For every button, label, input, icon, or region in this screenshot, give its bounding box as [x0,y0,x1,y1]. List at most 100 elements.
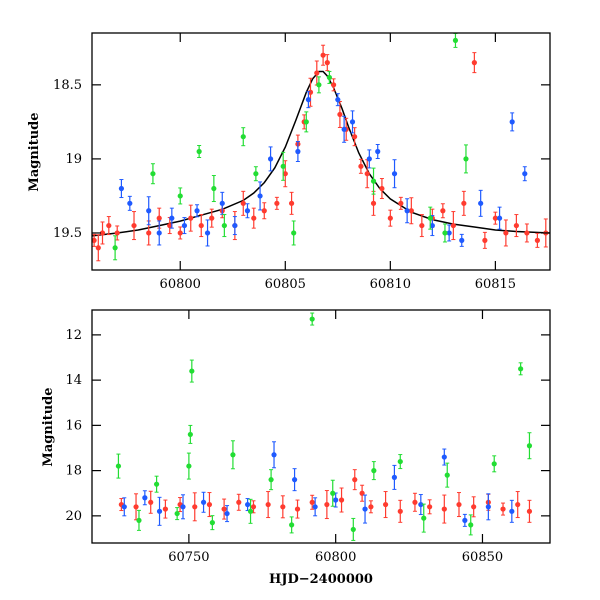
top-data-point [303,119,309,125]
top-data-point [364,171,370,177]
top-series-1 [118,91,528,247]
bottom-data-point [471,504,477,510]
top-data-point [181,222,188,229]
bottom-data-point [418,501,424,508]
bottom-data-point [350,526,356,533]
bottom-x-tick-label: 60800 [315,550,356,565]
bottom-axis-ticks: 60750 60800 60850 12 14 16 18 20 [65,310,550,565]
top-data-point [99,230,106,236]
top-series-0 [92,44,549,262]
bottom-data-point [121,504,127,510]
bottom-data-point [456,501,462,508]
top-data-point [177,230,183,236]
bottom-data-point [515,501,521,508]
bottom-data-point [268,477,274,483]
top-data-point [461,200,467,206]
top-data-point [156,230,162,236]
bottom-ylabel: Magnitude [41,387,56,466]
top-data-point [404,208,410,214]
top-data-point [307,89,314,95]
top-data-point [240,134,246,140]
bottom-series-1 [121,441,515,527]
top-plot-area [92,33,550,262]
top-data-point [305,97,311,103]
bottom-data-point [189,368,195,374]
top-data-point [240,200,246,206]
top-y-tick-label: 19 [65,152,82,167]
bottom-panel: 60750 60800 60850 12 14 16 18 20 Magnitude HJD−… [41,309,551,587]
top-data-point [352,134,358,140]
top-data-point [427,215,433,221]
bottom-data-point [136,517,142,523]
top-data-point [429,222,435,229]
top-data-point [450,222,456,229]
bottom-data-point [421,515,427,521]
bottom-data-point [509,508,515,514]
top-data-point [204,230,211,236]
top-data-point [95,245,101,251]
top-data-point [261,208,267,214]
top-plot-frame [91,32,551,271]
bottom-data-point [397,508,403,514]
bottom-data-point [324,501,330,508]
top-x-tick-label: 60815 [475,277,516,292]
bottom-data-point [362,506,368,512]
top-x-tick-label: 60800 [160,277,201,292]
bottom-data-point [187,431,193,438]
top-data-point [478,200,484,206]
top-data-point [366,156,372,162]
top-data-point [524,230,530,236]
top-data-point [513,222,519,229]
top-data-point [349,119,356,125]
top-data-point [503,230,509,236]
bottom-data-point [250,504,257,510]
top-data-point [146,230,152,236]
bottom-data-point [265,501,271,508]
bottom-y-tick-label: 18 [65,464,82,479]
top-data-point [150,171,156,177]
bottom-data-point [236,499,242,505]
bottom-plot-area [115,312,533,541]
bottom-x-tick-label: 60850 [462,550,503,565]
top-data-point [221,222,227,229]
bottom-data-point [280,504,286,510]
top-ylabel: Magnitude [27,112,42,191]
top-data-point [114,230,120,236]
bottom-data-point [333,497,339,503]
top-data-point [127,200,133,206]
top-y-tick-label: 18.5 [53,78,82,93]
top-data-point [358,163,364,169]
top-data-point [534,237,540,243]
bottom-data-point [359,490,365,496]
bottom-data-point [115,463,122,469]
bottom-x-tick-label: 60750 [168,550,209,565]
bottom-plot-frame [91,309,551,544]
bottom-data-point [518,366,524,372]
bottom-data-point [133,504,139,510]
bottom-data-point [352,477,358,483]
bottom-y-tick-label: 14 [65,373,82,388]
top-data-point [314,70,320,76]
bottom-data-point [309,316,315,322]
top-data-point [320,52,326,58]
top-data-point [112,245,118,251]
top-data-point [335,97,341,103]
top-x-tick-label: 60810 [370,277,411,292]
bottom-data-point [462,517,468,523]
top-data-point [280,163,286,169]
top-axis-ticks: 60800 60805 60810 60815 18.5 19 19.5 [53,33,550,292]
bottom-data-point [330,490,336,496]
bottom-data-point [271,452,277,458]
bottom-data-point [444,472,450,478]
top-data-point [370,200,377,206]
top-data-point [257,193,263,199]
bottom-data-point [500,506,506,512]
top-data-point [471,60,477,66]
top-data-point [442,230,448,236]
top-model-curve [92,70,550,237]
bottom-data-point [142,495,148,501]
bottom-data-point [491,461,497,467]
top-data-point [440,208,446,214]
top-data-point [496,215,503,221]
